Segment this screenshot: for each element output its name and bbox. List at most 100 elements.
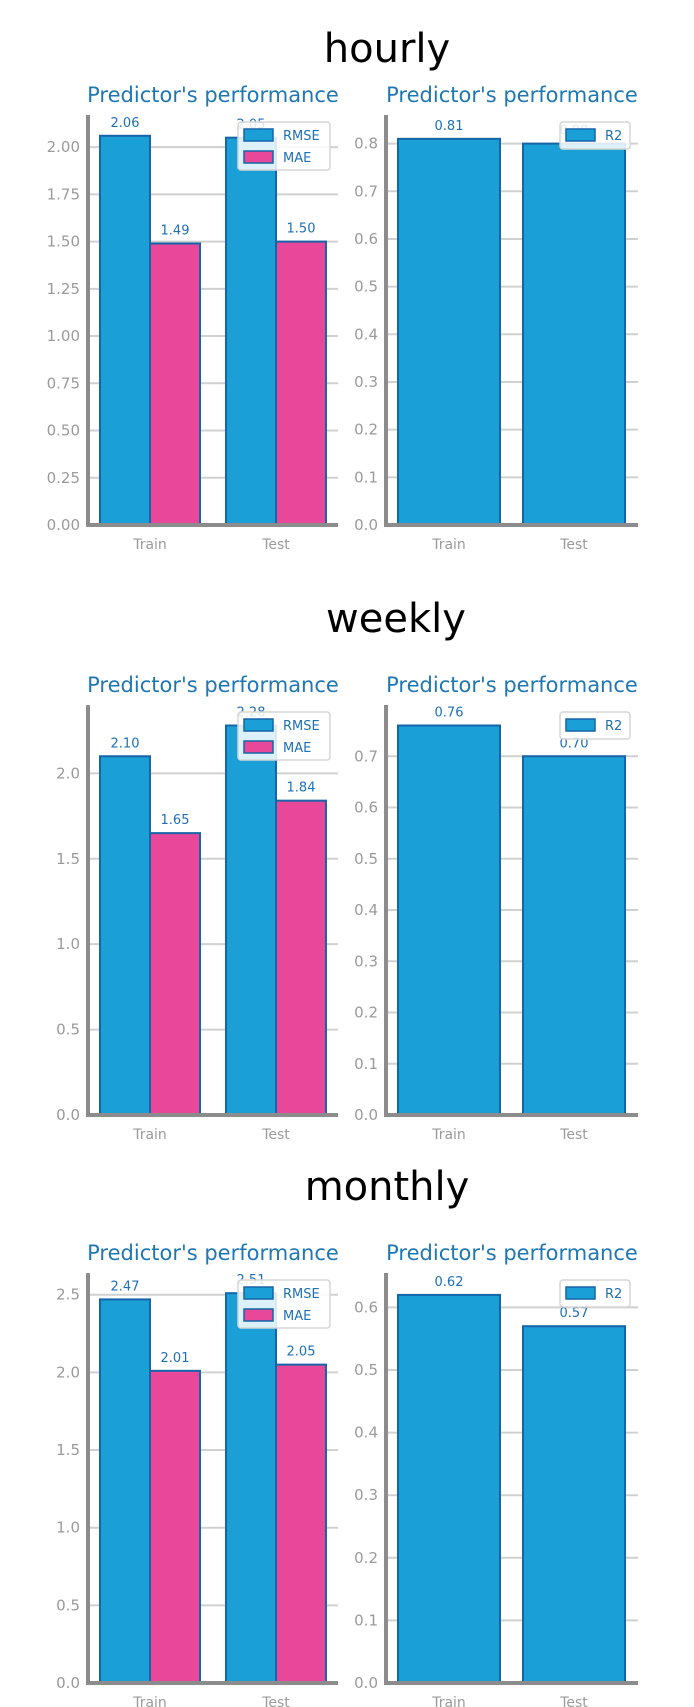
y-tick-label: 0.5 (354, 850, 378, 868)
bar-mae-test (275, 1363, 327, 1684)
legend-swatch-r2 (565, 128, 596, 142)
section-title-weekly: weekly (326, 596, 466, 642)
y-tick-label: 0.5 (354, 1361, 378, 1379)
y-tick-label: 0.1 (354, 468, 378, 486)
legend-label-mae: MAE (283, 1309, 311, 1324)
chart-weekly-errors: Predictor's performance 0.0 0.5 1.0 1.5 2.0 2.… (56, 673, 339, 1143)
legend-swatch-mae (243, 740, 274, 754)
x-tick-label: Test (261, 537, 290, 553)
charts-group: Predictor's performance 0.00 0.25 0.50 0.75 1… (47, 83, 638, 1707)
section-title-monthly: monthly (305, 1164, 470, 1210)
y-tick-label: 0.7 (354, 182, 378, 200)
data-label-rmse-train: 2.06 (111, 116, 140, 131)
legend-label-mae: MAE (283, 151, 311, 166)
bar-rmse-train (99, 1298, 151, 1684)
legend-label-r2: R2 (605, 1287, 622, 1302)
y-tick-label: 0.4 (354, 1424, 378, 1442)
y-tick-label: 0.0 (354, 1106, 378, 1124)
chart-title: Predictor's performance (386, 673, 638, 697)
y-tick-label: 0.0 (56, 1674, 80, 1692)
bar-rmse-train (99, 134, 151, 526)
y-tick-label: 0.3 (354, 1486, 378, 1504)
x-tick-label: Train (431, 1127, 466, 1143)
y-tick-label: 2.0 (56, 764, 80, 782)
chart-title: Predictor's performance (87, 1241, 339, 1265)
data-label-r2-train: 0.62 (435, 1275, 464, 1290)
legend-label-r2: R2 (605, 719, 622, 734)
chart-title: Predictor's performance (87, 673, 339, 697)
y-tick-label: 0.25 (47, 469, 80, 487)
y-tick-label: 0.5 (56, 1596, 80, 1614)
y-tick-label: 0.4 (354, 901, 378, 919)
data-label-r2-test: 0.57 (560, 1306, 589, 1321)
legend-swatch-mae (243, 1308, 274, 1322)
x-tick-label: Test (559, 1695, 588, 1707)
data-label-mae-test: 1.50 (287, 222, 316, 237)
x-tick-label: Train (132, 537, 167, 553)
bar-mae-test (275, 799, 327, 1117)
y-tick-label: 0.3 (354, 952, 378, 970)
y-tick-label: 0.75 (47, 374, 80, 392)
legend-swatch-r2 (565, 718, 596, 732)
y-tick-label: 0.5 (354, 278, 378, 296)
legend-label-r2: R2 (605, 129, 622, 144)
y-tick-label: 0.6 (354, 1298, 378, 1316)
y-tick-label: 0.8 (354, 135, 378, 153)
data-label-mae-train: 1.49 (161, 223, 190, 238)
data-label-rmse-train: 2.47 (111, 1279, 140, 1294)
x-tick-label: Test (559, 1127, 588, 1143)
y-tick-label: 1.00 (47, 327, 80, 345)
bar-r2-train (397, 724, 501, 1116)
bar-mae-train (149, 242, 201, 527)
y-tick-label: 0.6 (354, 230, 378, 248)
y-tick-label: 1.75 (47, 185, 80, 203)
legend-swatch-mae (243, 150, 274, 164)
bar-r2-train (397, 137, 501, 526)
y-tick-label: 0.00 (47, 516, 80, 534)
y-tick-label: 0.2 (354, 421, 378, 439)
bar-r2-test (522, 142, 626, 526)
y-tick-label: 0.2 (354, 1004, 378, 1022)
chart-hourly-r2: Predictor's performance 0.0 0.1 0.2 0.3 0.4 0.… (354, 83, 638, 553)
data-label-mae-train: 2.01 (161, 1351, 190, 1366)
bar-r2-test (522, 755, 626, 1116)
chart-title: Predictor's performance (386, 1241, 638, 1265)
chart-monthly-errors: Predictor's performance 0.0 0.5 1.0 1.5 2.0 2.… (56, 1241, 339, 1707)
y-tick-label: 1.0 (56, 1519, 80, 1537)
data-label-mae-train: 1.65 (161, 813, 190, 828)
y-tick-label: 1.50 (47, 233, 80, 251)
bar-mae-train (149, 1369, 201, 1685)
data-label-r2-train: 0.76 (435, 706, 464, 721)
y-tick-label: 0.50 (47, 422, 80, 440)
chart-monthly-r2: Predictor's performance 0.0 0.1 0.2 0.3 0.4 0.… (354, 1241, 638, 1707)
data-label-mae-test: 2.05 (287, 1345, 316, 1360)
bar-rmse-test (225, 1292, 277, 1685)
y-tick-label: 1.25 (47, 280, 80, 298)
bar-mae-train (149, 832, 201, 1116)
y-tick-label: 1.0 (56, 935, 80, 953)
data-label-mae-test: 1.84 (287, 781, 316, 796)
section-title-hourly: hourly (324, 26, 450, 72)
x-tick-label: Train (132, 1695, 167, 1707)
legend-swatch-rmse (243, 1286, 274, 1300)
x-tick-label: Train (431, 537, 466, 553)
chart-title: Predictor's performance (386, 83, 638, 107)
x-tick-label: Train (132, 1127, 167, 1143)
y-tick-label: 1.5 (56, 850, 80, 868)
y-tick-label: 0.1 (354, 1611, 378, 1629)
chart-title: Predictor's performance (87, 83, 339, 107)
x-tick-label: Test (261, 1127, 290, 1143)
bar-rmse-train (99, 755, 151, 1116)
legend-label-mae: MAE (283, 741, 311, 756)
y-tick-label: 0.4 (354, 325, 378, 343)
legend-swatch-r2 (565, 1286, 596, 1300)
legend-label-rmse: RMSE (283, 1287, 320, 1302)
legend-swatch-rmse (243, 718, 274, 732)
x-tick-label: Train (431, 1695, 466, 1707)
chart-weekly-r2: Predictor's performance 0.0 0.1 0.2 0.3 0.4 0.… (354, 673, 638, 1143)
legend-swatch-rmse (243, 128, 274, 142)
bar-mae-test (275, 240, 327, 526)
chart-hourly-errors: Predictor's performance 0.00 0.25 0.50 0.75 1… (47, 83, 339, 553)
